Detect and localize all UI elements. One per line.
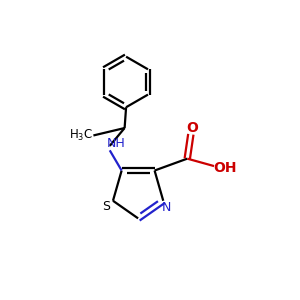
Text: N: N: [161, 201, 171, 214]
Text: OH: OH: [214, 160, 237, 175]
Text: S: S: [102, 200, 110, 213]
Text: O: O: [186, 121, 198, 135]
Text: NH: NH: [106, 137, 125, 150]
Text: H$_3$C: H$_3$C: [69, 128, 93, 143]
